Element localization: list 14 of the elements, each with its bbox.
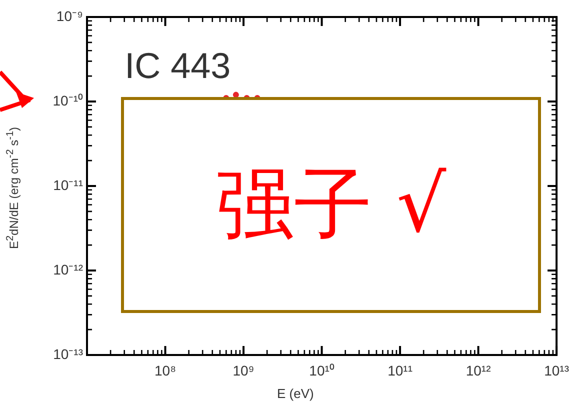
x-tick-label: 10¹² [466, 362, 492, 378]
x-tick-label: 10¹¹ [388, 362, 413, 378]
y-tick-label: 10⁻⁹ [56, 8, 83, 24]
annotation: IC 443 [124, 44, 231, 86]
x-axis-title: E (eV) [277, 386, 314, 401]
y-tick-label: 10⁻¹¹ [53, 176, 84, 193]
y-tick-label: 10⁻¹² [53, 261, 84, 278]
annotation: 强子 √ [121, 97, 541, 313]
x-tick-label: 10⁸ [154, 362, 176, 378]
y-tick-label: 10⁻¹⁰ [52, 92, 83, 108]
x-tick-label: 10⁹ [232, 362, 254, 378]
y-tick-label: 10⁻¹³ [53, 346, 84, 362]
x-tick-label: 10¹⁰ [309, 362, 334, 378]
x-tick-label: 10¹³ [544, 362, 570, 378]
